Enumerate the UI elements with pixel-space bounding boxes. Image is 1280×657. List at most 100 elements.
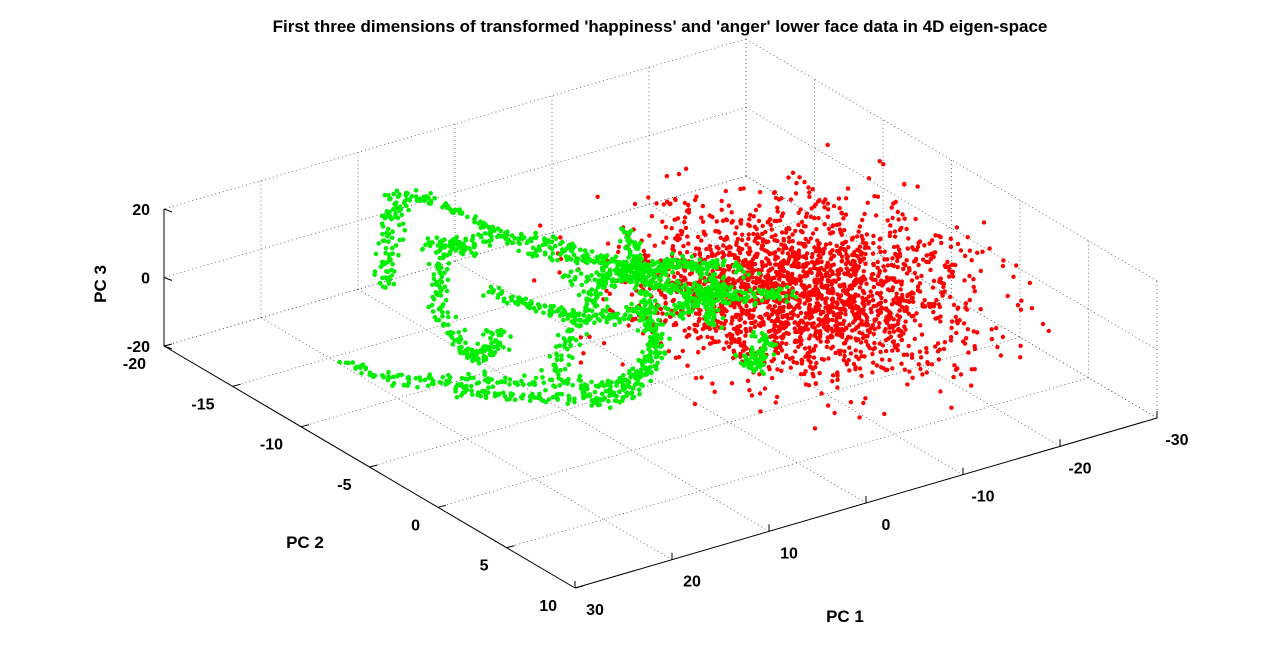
data-point-red xyxy=(793,280,798,286)
data-point-red xyxy=(772,328,778,334)
data-point-red xyxy=(1001,258,1006,263)
data-point-green xyxy=(527,398,533,404)
data-point-green xyxy=(389,273,395,278)
data-point-green xyxy=(501,296,507,302)
data-point-red xyxy=(912,270,918,276)
data-point-red xyxy=(933,233,938,238)
data-point-green xyxy=(384,209,390,214)
data-point-red xyxy=(731,326,737,331)
data-point-red xyxy=(795,313,801,319)
data-point-green xyxy=(554,352,560,358)
data-point-red xyxy=(870,351,875,357)
data-point-green xyxy=(457,239,462,245)
data-point-red xyxy=(887,233,892,239)
data-point-green xyxy=(490,331,496,337)
data-point-red xyxy=(758,314,763,319)
data-point-red xyxy=(891,244,897,250)
data-point-red xyxy=(783,230,789,235)
data-point-red xyxy=(863,251,868,257)
data-point-red xyxy=(939,240,944,246)
data-point-green xyxy=(714,257,720,263)
data-point-green xyxy=(653,280,658,286)
data-point-green xyxy=(622,316,627,322)
data-point-red xyxy=(685,234,690,239)
data-point-green xyxy=(475,341,481,347)
data-point-green xyxy=(656,303,661,308)
data-point-red xyxy=(776,247,781,252)
data-point-green xyxy=(448,208,454,213)
data-point-red xyxy=(836,276,841,282)
data-point-green xyxy=(654,338,659,344)
data-point-green xyxy=(703,317,709,323)
data-point-green xyxy=(405,375,411,381)
data-point-red xyxy=(817,322,822,327)
data-point-green xyxy=(387,196,392,202)
data-point-red xyxy=(907,266,912,271)
data-point-red xyxy=(711,339,717,344)
data-point-green xyxy=(501,345,506,350)
data-point-red xyxy=(707,341,713,346)
data-point-green xyxy=(501,390,506,396)
y-tick-mark xyxy=(369,464,378,468)
data-point-green xyxy=(707,260,713,266)
data-point-green xyxy=(584,332,590,337)
data-point-green xyxy=(646,346,651,352)
data-point-green xyxy=(541,380,547,386)
data-point-red xyxy=(853,348,858,353)
data-point-green xyxy=(608,388,613,393)
data-point-red xyxy=(777,301,782,306)
data-point-red xyxy=(801,262,806,267)
data-point-green xyxy=(571,252,577,258)
data-point-red xyxy=(695,234,701,240)
data-point-red xyxy=(763,282,769,287)
data-point-red xyxy=(870,370,875,375)
data-point-green xyxy=(597,382,603,388)
data-point-red xyxy=(790,274,795,280)
data-point-red xyxy=(1011,274,1016,279)
data-point-red xyxy=(825,320,830,325)
data-point-green xyxy=(508,334,513,339)
data-point-red xyxy=(858,349,863,354)
data-point-green xyxy=(747,357,752,363)
data-point-green xyxy=(547,245,553,250)
data-point-red xyxy=(838,245,844,251)
data-point-green xyxy=(676,280,682,286)
data-point-green xyxy=(648,378,654,384)
data-point-red xyxy=(752,324,757,329)
data-point-red xyxy=(837,306,842,312)
data-point-green xyxy=(629,301,634,307)
data-point-green xyxy=(578,378,583,384)
data-point-green xyxy=(793,294,799,300)
data-point-green xyxy=(648,335,653,340)
data-point-red xyxy=(793,349,798,354)
data-point-red xyxy=(896,318,901,323)
data-point-red xyxy=(810,187,815,192)
data-point-green xyxy=(442,270,447,276)
data-point-green xyxy=(584,274,590,280)
data-point-green xyxy=(478,393,484,399)
data-point-red xyxy=(954,330,959,336)
data-point-red xyxy=(868,325,874,331)
y-tick-mark xyxy=(300,424,310,428)
data-point-red xyxy=(818,311,823,317)
data-point-green xyxy=(415,385,420,390)
data-point-green xyxy=(623,312,628,317)
data-point-green xyxy=(387,375,393,380)
data-point-red xyxy=(672,274,677,279)
data-point-green xyxy=(748,287,753,293)
data-point-green xyxy=(654,267,659,273)
data-point-red xyxy=(830,230,836,235)
data-point-red xyxy=(847,345,852,350)
data-point-red xyxy=(715,251,721,256)
data-point-green xyxy=(453,207,459,213)
data-point-green xyxy=(463,340,468,346)
data-point-green xyxy=(438,278,443,283)
data-point-green xyxy=(605,304,610,310)
data-point-red xyxy=(1018,355,1023,360)
data-point-red xyxy=(716,339,721,344)
data-point-red xyxy=(808,360,813,365)
data-point-red xyxy=(901,352,907,357)
data-point-red xyxy=(775,367,780,372)
data-point-red xyxy=(863,297,868,302)
data-point-red xyxy=(852,252,857,258)
